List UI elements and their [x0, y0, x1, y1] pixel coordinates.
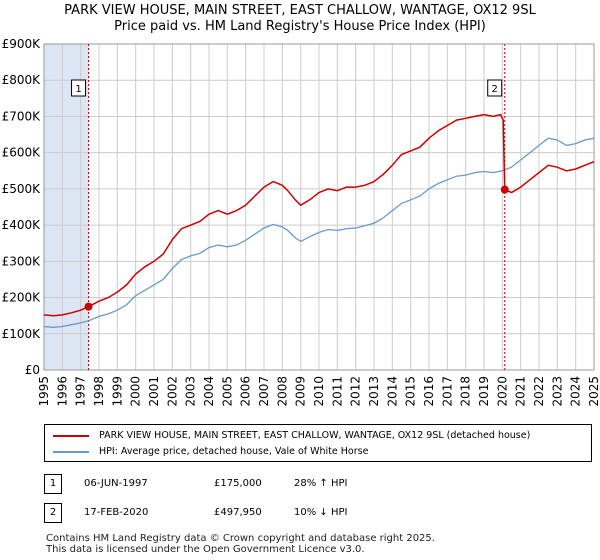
price-chart: £0 £100K £200K £300K £400K £500K £600K £700K £80… — [2, 37, 600, 407]
x-tick-label: 2012 — [349, 376, 363, 407]
footer-licence: This data is licensed under the Open Gov… — [46, 544, 365, 555]
y-tick-label: £100K — [2, 327, 42, 341]
x-tick-label: 2004 — [202, 376, 216, 407]
x-tick-label: 2015 — [404, 376, 418, 407]
legend-label-hpi: HPI: Average price, detached house, Vale… — [99, 446, 369, 457]
x-tick-label: 2006 — [239, 376, 253, 407]
hpi-line — [43, 137, 595, 328]
property-line — [43, 113, 595, 317]
y-tick-label: £500K — [2, 182, 42, 196]
x-tick-label: 2020 — [495, 376, 509, 407]
sale-badge-2: 2 — [44, 503, 62, 523]
annotation-label-2: 2 — [492, 84, 498, 95]
plot-frame — [43, 43, 595, 371]
legend-swatch-property — [53, 434, 89, 437]
x-tick-label: 1995 — [37, 376, 51, 407]
x-tick-label: 1999 — [110, 376, 124, 407]
x-tick-label: 2007 — [257, 376, 271, 407]
y-tick-label: £300K — [2, 254, 42, 268]
x-tick-label: 2010 — [312, 376, 326, 407]
x-tick-label: 2002 — [165, 376, 179, 407]
annotation-label-1: 1 — [75, 84, 81, 95]
x-tick-label: 2024 — [569, 376, 583, 407]
x-tick-label: 1997 — [74, 376, 88, 407]
legend-label-property: PARK VIEW HOUSE, MAIN STREET, EAST CHALL… — [99, 430, 531, 441]
chart-title-line-2: Price paid vs. HM Land Registry's House … — [114, 19, 486, 34]
y-tick-label: £700K — [2, 109, 42, 123]
y-tick-label: £800K — [2, 73, 42, 87]
x-tick-label: 2005 — [220, 376, 234, 407]
y-tick-label: £600K — [2, 146, 42, 160]
y-tick-label: £900K — [2, 37, 42, 51]
sale-price-2: £497,950 — [214, 507, 262, 518]
x-tick-label: 2011 — [330, 376, 344, 407]
x-tick-label: 1996 — [55, 376, 69, 407]
sale-point-1 — [84, 302, 93, 311]
legend: PARK VIEW HOUSE, MAIN STREET, EAST CHALL… — [44, 424, 592, 462]
x-tick-label: 1998 — [92, 376, 106, 407]
x-tick-label: 2021 — [514, 376, 528, 407]
sale-price-1: £175,000 — [214, 478, 262, 489]
x-tick-label: 2000 — [129, 376, 143, 407]
legend-swatch-hpi — [53, 450, 89, 453]
x-tick-label: 2025 — [587, 376, 600, 407]
y-tick-label: £200K — [2, 291, 42, 305]
x-tick-label: 2017 — [440, 376, 454, 407]
y-tick-label: £0 — [25, 363, 40, 377]
sale-date-1: 06-JUN-1997 — [84, 478, 148, 489]
x-tick-label: 2013 — [367, 376, 381, 407]
x-tick-label: 2023 — [550, 376, 564, 407]
sale-badge-1: 1 — [44, 474, 62, 494]
x-tick-label: 2018 — [459, 376, 473, 407]
x-tick-label: 2016 — [422, 376, 436, 407]
annotation-box-2 — [487, 79, 503, 97]
legend-item-hpi: HPI: Average price, detached house, Vale… — [53, 444, 368, 460]
x-tick-label: 2008 — [275, 376, 289, 407]
footer-copyright: Contains HM Land Registry data © Crown c… — [46, 533, 435, 544]
x-tick-label: 2001 — [147, 376, 161, 407]
x-tick-label: 2009 — [294, 376, 308, 407]
legend-item-property: PARK VIEW HOUSE, MAIN STREET, EAST CHALL… — [53, 428, 530, 444]
sale-date-2: 17-FEB-2020 — [84, 507, 149, 518]
sale-point-2 — [500, 185, 509, 194]
x-tick-label: 2022 — [532, 376, 546, 407]
x-tick-label: 2019 — [477, 376, 491, 407]
annotation-box-1 — [71, 79, 87, 97]
sale-hpi-1: 28% ↑ HPI — [294, 478, 348, 489]
x-tick-label: 2003 — [184, 376, 198, 407]
y-tick-label: £400K — [2, 218, 42, 232]
chart-title-line-1: PARK VIEW HOUSE, MAIN STREET, EAST CHALL… — [64, 3, 536, 18]
x-tick-label: 2014 — [385, 376, 399, 407]
sale-hpi-2: 10% ↓ HPI — [294, 507, 348, 518]
